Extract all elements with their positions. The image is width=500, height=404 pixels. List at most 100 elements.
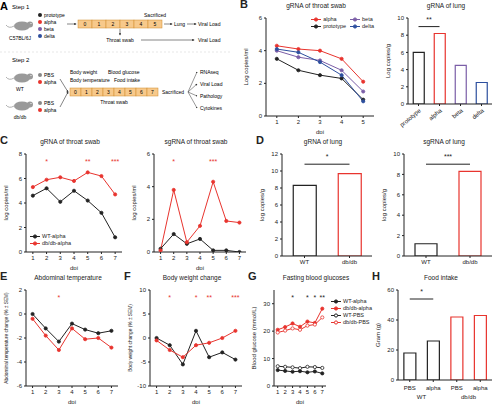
svg-text:0: 0	[259, 113, 263, 119]
svg-text:8: 8	[275, 185, 279, 191]
svg-text:Lung: Lung	[174, 21, 185, 27]
svg-text:2: 2	[297, 119, 301, 125]
svg-text:8: 8	[401, 32, 405, 38]
svg-text:-5: -5	[141, 359, 147, 365]
svg-text:beta: beta	[44, 26, 54, 32]
svg-text:8: 8	[397, 172, 401, 178]
svg-text:5: 5	[306, 389, 310, 395]
svg-text:7: 7	[110, 389, 114, 395]
svg-text:Step 2: Step 2	[12, 57, 30, 63]
svg-text:log copies/g: log copies/g	[259, 189, 265, 221]
svg-text:*: *	[195, 294, 198, 301]
svg-text:0: 0	[19, 311, 23, 317]
svg-text:4: 4	[194, 389, 198, 395]
svg-text:***: ***	[209, 158, 217, 165]
svg-text:7: 7	[321, 389, 325, 395]
svg-text:3: 3	[181, 389, 185, 395]
svg-text:delta: delta	[471, 107, 485, 120]
svg-text:60: 60	[387, 287, 394, 293]
svg-text:10: 10	[139, 287, 146, 293]
svg-text:0: 0	[275, 253, 279, 259]
svg-text:7: 7	[113, 255, 117, 261]
svg-text:alpha: alpha	[426, 385, 441, 391]
svg-text:2: 2	[259, 80, 263, 86]
svg-text:**: **	[320, 294, 326, 301]
svg-text:C57BL/6J: C57BL/6J	[9, 35, 31, 41]
svg-text:dpi: dpi	[70, 265, 78, 270]
svg-text:10: 10	[263, 356, 270, 362]
svg-text:4: 4	[140, 21, 143, 27]
svg-text:log copies/ml: log copies/ml	[131, 185, 137, 220]
svg-text:3: 3	[318, 119, 322, 125]
svg-text:log copies/ml: log copies/ml	[8, 185, 9, 220]
svg-text:Viral Load: Viral Load	[200, 81, 223, 87]
svg-text:***: ***	[111, 158, 119, 165]
svg-text:5: 5	[207, 389, 211, 395]
svg-text:Sacrificed: Sacrificed	[144, 12, 166, 18]
svg-text:*: *	[326, 153, 329, 160]
svg-text:db/db: db/db	[462, 259, 478, 265]
svg-text:**: **	[206, 294, 212, 301]
svg-text:10: 10	[393, 151, 400, 157]
svg-text:2: 2	[283, 389, 287, 395]
svg-text:Body temperature: Body temperature	[70, 77, 110, 83]
svg-text:*: *	[57, 294, 60, 301]
svg-text:WT: WT	[417, 394, 427, 400]
svg-text:*: *	[420, 288, 423, 295]
svg-text:*: *	[168, 294, 171, 301]
svg-text:0: 0	[74, 89, 77, 95]
svg-text:0: 0	[267, 383, 271, 389]
svg-text:Body weight: Body weight	[70, 69, 98, 75]
svg-text:4: 4	[259, 48, 263, 54]
svg-text:***: ***	[231, 294, 239, 301]
svg-text:1: 1	[276, 389, 280, 395]
svg-text:alpha: alpha	[44, 107, 56, 113]
svg-text:*: *	[172, 158, 175, 165]
svg-text:1: 1	[155, 389, 159, 395]
svg-text:**: **	[85, 158, 91, 165]
svg-text:20: 20	[263, 328, 270, 334]
svg-text:Log copies/ml: Log copies/ml	[243, 48, 249, 85]
svg-text:5: 5	[143, 311, 147, 317]
svg-text:dpi: dpi	[316, 129, 324, 134]
svg-text:delta: delta	[44, 33, 55, 39]
svg-text:3: 3	[57, 389, 61, 395]
svg-text:0: 0	[19, 249, 23, 255]
svg-text:0: 0	[84, 21, 87, 27]
svg-text:6: 6	[221, 389, 225, 395]
svg-text:WT: WT	[16, 86, 24, 92]
svg-text:7: 7	[234, 389, 238, 395]
svg-text:dpi: dpi	[68, 399, 76, 404]
svg-text:6: 6	[225, 255, 229, 261]
svg-text:2: 2	[275, 236, 279, 242]
svg-text:-4: -4	[17, 359, 23, 365]
svg-text:PBS: PBS	[44, 72, 55, 78]
svg-text:RNAseq: RNAseq	[200, 69, 219, 75]
svg-text:1: 1	[31, 255, 35, 261]
svg-text:PBS: PBS	[451, 385, 463, 391]
svg-text:dpi: dpi	[192, 399, 200, 404]
svg-text:WT: WT	[300, 259, 310, 265]
svg-text:3: 3	[126, 21, 129, 27]
svg-text:5: 5	[86, 255, 90, 261]
svg-text:3: 3	[59, 255, 63, 261]
svg-text:1: 1	[85, 89, 88, 95]
svg-text:3: 3	[185, 255, 189, 261]
svg-text:2: 2	[168, 389, 172, 395]
svg-text:Food intake: Food intake	[114, 77, 140, 83]
svg-text:6: 6	[275, 202, 279, 208]
svg-text:db/db: db/db	[461, 394, 477, 400]
svg-text:dpi: dpi	[296, 399, 304, 404]
svg-text:Viral Load: Viral Load	[198, 37, 221, 43]
svg-text:20: 20	[387, 347, 394, 353]
svg-text:5: 5	[211, 255, 215, 261]
svg-text:0: 0	[391, 377, 395, 383]
svg-text:6: 6	[259, 15, 263, 21]
svg-text:6: 6	[140, 89, 143, 95]
svg-text:40: 40	[387, 317, 394, 323]
svg-text:6: 6	[313, 389, 317, 395]
svg-text:-6: -6	[17, 383, 23, 389]
svg-text:4: 4	[72, 255, 76, 261]
svg-text:4: 4	[298, 389, 302, 395]
svg-text:2: 2	[397, 233, 401, 239]
